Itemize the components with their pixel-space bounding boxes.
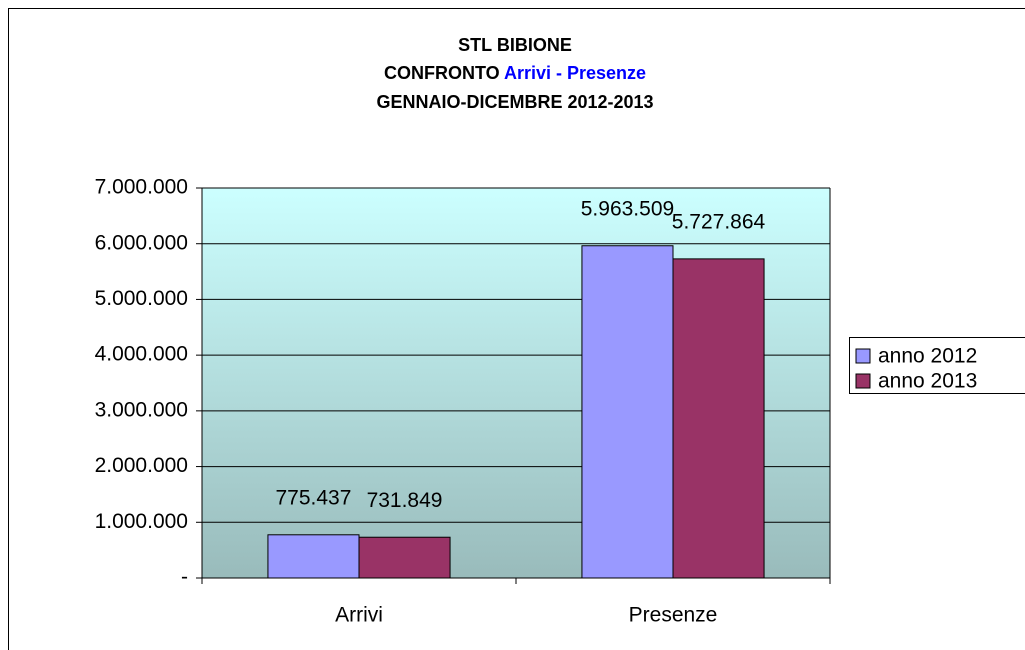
subtitle-highlight: Arrivi - Presenze	[504, 63, 646, 83]
legend-label: anno 2013	[878, 370, 977, 393]
y-tick-label: 3.000.000	[95, 398, 188, 421]
value-label: 5.727.864	[672, 210, 766, 233]
y-tick-label: 6.000.000	[95, 231, 188, 254]
y-tick-label: 2.000.000	[95, 454, 188, 477]
legend-swatch	[855, 373, 871, 389]
value-label: 731.849	[367, 489, 443, 512]
legend-label: anno 2012	[878, 345, 977, 368]
bar	[358, 536, 451, 579]
y-tick-label: 7.000.000	[95, 176, 188, 199]
legend-box	[849, 337, 1025, 394]
bar	[581, 245, 674, 579]
legend-swatch	[855, 348, 871, 364]
y-tick-label: 5.000.000	[95, 287, 188, 310]
y-tick-label: 1.000.000	[95, 510, 188, 533]
x-tick-label: Presenze	[629, 604, 718, 627]
y-tick-label: 4.000.000	[95, 343, 188, 366]
chart-period: GENNAIO-DICEMBRE 2012-2013	[376, 92, 653, 112]
chart-subtitle: CONFRONTO Arrivi - Presenze	[384, 63, 646, 83]
value-label: 5.963.509	[581, 197, 674, 220]
bar	[672, 258, 765, 579]
value-label: 775.437	[276, 486, 352, 509]
y-tick-label: -	[181, 566, 188, 589]
x-tick-label: Arrivi	[335, 604, 383, 627]
subtitle-text: CONFRONTO	[384, 63, 500, 83]
chart-title: STL BIBIONE	[458, 35, 572, 55]
bar	[267, 534, 360, 579]
